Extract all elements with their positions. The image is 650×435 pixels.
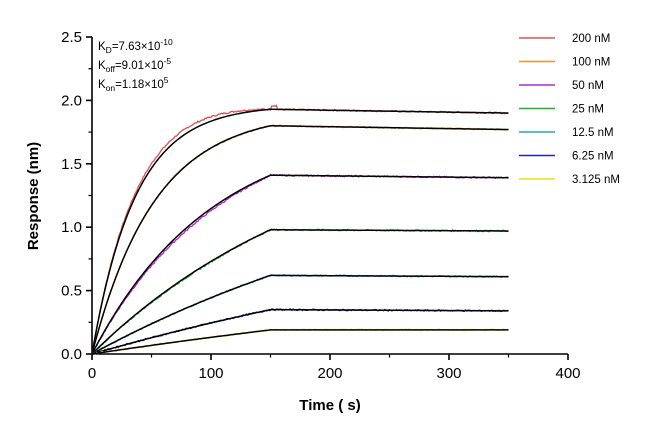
fit-curve xyxy=(91,329,509,355)
x-tick-label: 200 xyxy=(317,365,342,382)
y-tick-label: 0.0 xyxy=(61,346,82,363)
fit-curve xyxy=(91,228,509,355)
legend-label: 50 nM xyxy=(572,80,604,92)
legend-label: 12.5 nM xyxy=(572,127,614,139)
legend-label: 3.125 nM xyxy=(572,174,620,186)
y-axis-title: Response (nm) xyxy=(25,142,42,250)
legend-label: 200 nM xyxy=(572,33,610,45)
legend-label: 25 nM xyxy=(572,104,604,116)
ticks: 0 100 200 300 400 0.0 0.5 1.0 1.5 2.0 2.5 xyxy=(61,29,580,382)
x-tick-label: 100 xyxy=(198,365,223,382)
fit-curve xyxy=(91,174,509,355)
series-trace xyxy=(91,228,509,355)
kd-annotation: KD=7.63×10-10 xyxy=(98,37,173,55)
x-tick-label: 300 xyxy=(436,365,461,382)
fit-curve xyxy=(91,125,509,355)
x-axis-title: Time ( s) xyxy=(299,397,360,414)
y-tick-label: 2.5 xyxy=(61,29,82,46)
series-trace xyxy=(91,273,509,355)
legend-label: 6.25 nM xyxy=(572,151,614,163)
y-tick-label: 0.5 xyxy=(61,283,82,300)
legend-label: 100 nM xyxy=(572,57,610,69)
series-trace xyxy=(91,328,509,355)
kon-annotation: Kon=1.18×105 xyxy=(98,75,169,93)
fit-curve xyxy=(91,274,509,355)
legend: 200 nM 100 nM 50 nM 25 nM 12.5 nM 6.25 nM 3.12… xyxy=(519,33,620,186)
x-tick-label: 400 xyxy=(555,365,580,382)
series-trace xyxy=(91,308,509,355)
koff-annotation: Koff=9.01×10-5 xyxy=(98,56,171,74)
kinetic-constants: KD=7.63×10-10 Koff=9.01×10-5 Kon=1.18×10… xyxy=(98,37,173,93)
y-tick-label: 1.0 xyxy=(61,219,82,236)
fit-curve xyxy=(91,308,509,355)
fit-curve xyxy=(91,108,509,355)
series-layer xyxy=(91,104,509,355)
y-tick-label: 1.5 xyxy=(61,156,82,173)
y-tick-label: 2.0 xyxy=(61,92,82,109)
x-tick-label: 0 xyxy=(88,365,96,382)
